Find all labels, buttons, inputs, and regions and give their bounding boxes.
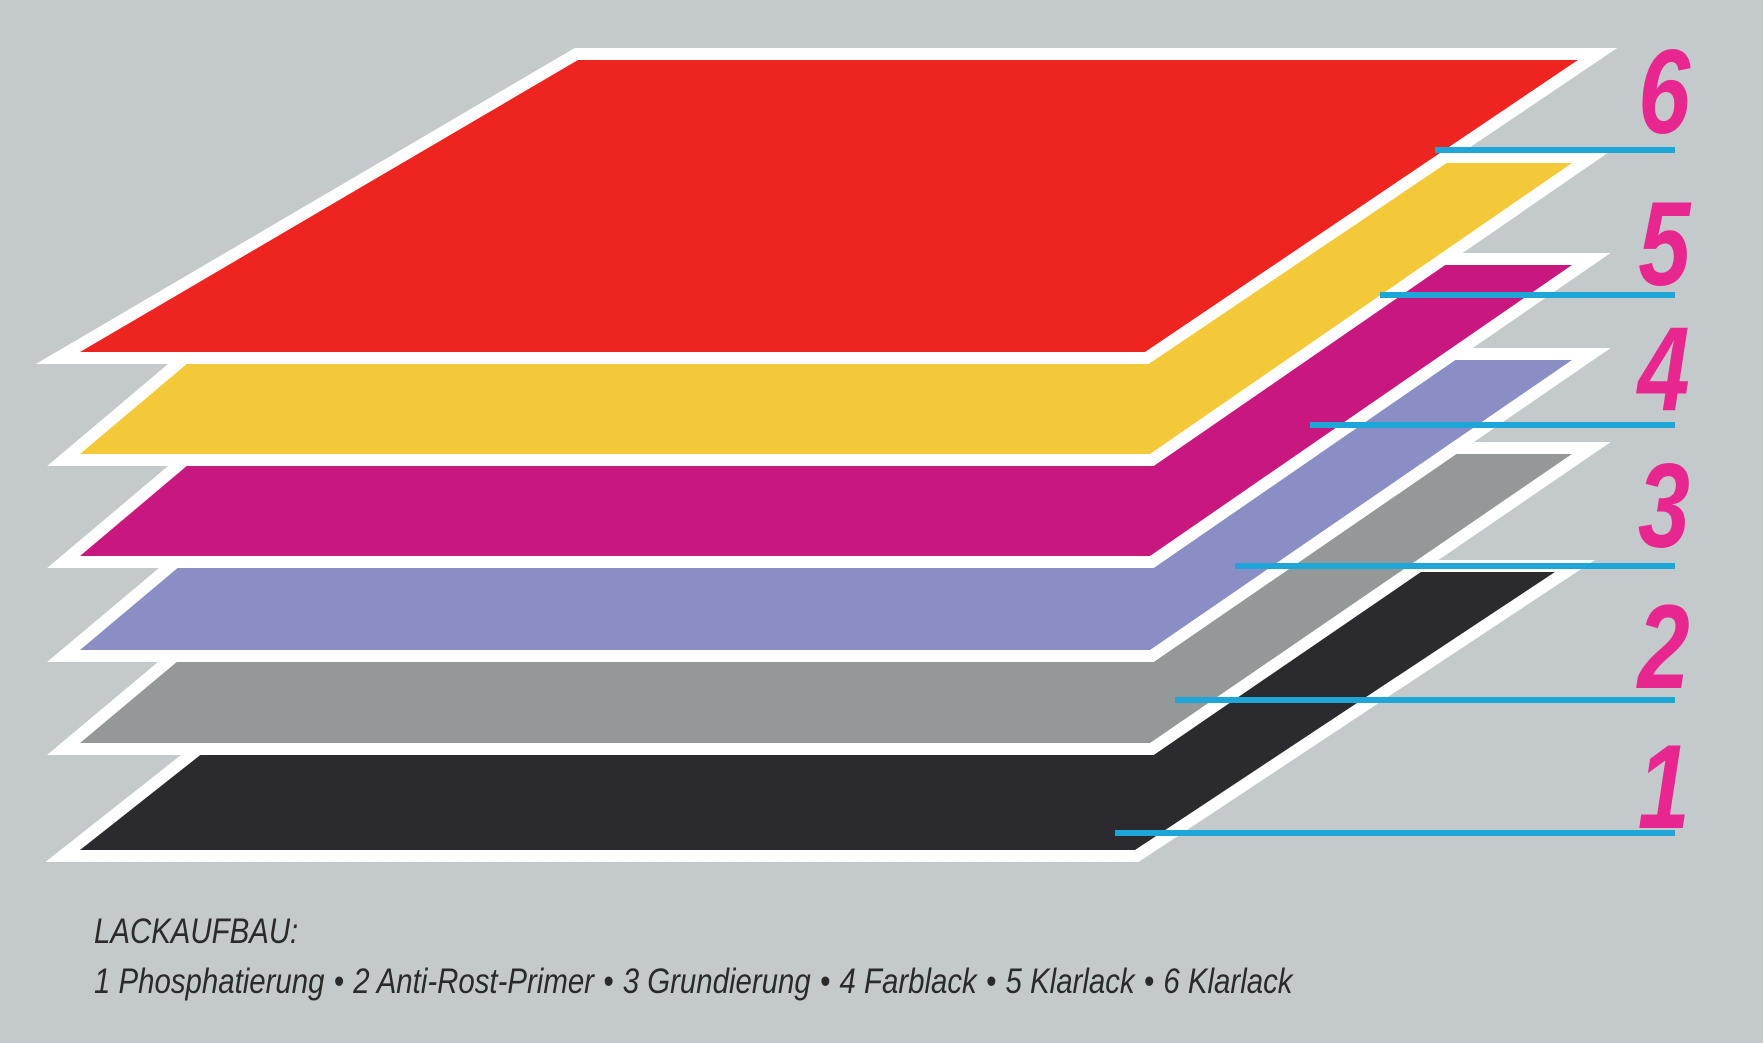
layer-number-1: 1 xyxy=(1638,720,1689,854)
legend-item-4: 4 Farblack xyxy=(839,962,977,1001)
legend-item-6: 6 Klarlack xyxy=(1163,962,1293,1001)
legend-separator: • xyxy=(985,962,997,1001)
layer-number-2: 2 xyxy=(1636,580,1689,714)
layer-slab-6 xyxy=(80,60,1578,352)
layer-number-4: 4 xyxy=(1636,302,1689,436)
legend-separator: • xyxy=(819,962,831,1001)
caption-legend: 1 Phosphatierung • 2 Anti-Rost-Primer • 3 Gr… xyxy=(94,962,1292,1002)
legend-separator: • xyxy=(333,962,345,1001)
legend-separator: • xyxy=(1143,962,1155,1001)
layer-number-3: 3 xyxy=(1638,439,1689,573)
caption-title: LACKAUFBAU: xyxy=(94,912,299,951)
legend-item-3: 3 Grundierung xyxy=(622,962,811,1001)
legend-item-1: 1 Phosphatierung xyxy=(94,962,325,1001)
leader-lines xyxy=(1115,147,1675,836)
layer-slabs xyxy=(35,47,1618,862)
legend-item-5: 5 Klarlack xyxy=(1005,962,1135,1001)
legend-item-2: 2 Anti-Rost-Primer xyxy=(353,962,594,1001)
layer-number-6: 6 xyxy=(1638,25,1691,159)
layer-number-5: 5 xyxy=(1638,177,1692,311)
legend-separator: • xyxy=(603,962,614,1001)
